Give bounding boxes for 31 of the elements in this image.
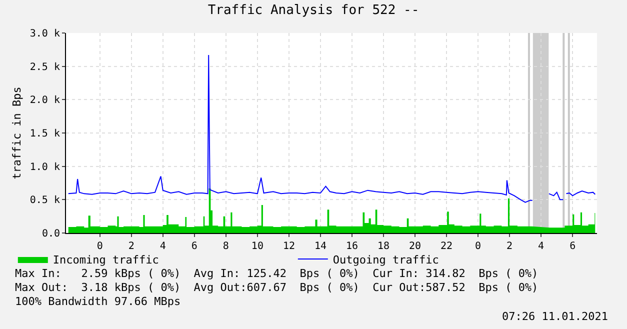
x-tick-label: 10 [251,241,264,252]
text: Max In: 2.59 kBps ( 0%) Avg In: 125.42 Bps ( 0%) Cur In: 314.82 Bps ( 0%) [15,267,538,280]
x-tick-label: 8 [222,241,229,252]
x-tick-label: 2 [128,241,134,252]
x-tick-label: 14 [314,241,326,252]
text: 07:26 11.01.2021 [502,310,608,323]
x-tick-label: 2 [506,241,513,252]
x-tick-label: 4 [160,241,166,252]
y-tick-label: 2.5 k [30,62,60,73]
x-tick-label: 0 [475,241,482,252]
y-tick-label: 0.0 [42,228,60,240]
x-tick-label: 0 [96,241,103,252]
chart-title: Traffic Analysis for 522 -- [208,3,420,18]
y-tick-label: 0.5 k [30,195,60,206]
x-tick-label: 6 [570,241,576,252]
text: 100% Bandwidth 97.66 MBps [15,295,181,308]
legend-label: Incoming traffic [52,253,159,266]
y-tick-label: 3.0 k [30,28,60,40]
y-tick-label: 2.0 k [30,95,60,106]
x-tick-label: 12 [282,241,295,252]
x-tick-label: 18 [377,241,390,252]
x-tick-label: 20 [408,241,422,252]
x-tick-label: 4 [538,241,544,252]
y-axis-title: traffic in Bps [10,86,24,180]
y-tick-label: 1.0 k [30,162,60,173]
x-tick-label: 6 [191,241,198,252]
x-tick-label: 16 [346,241,358,252]
x-tick-label: 22 [440,241,453,252]
y-tick-label: 1.5 k [30,128,60,140]
legend-label: Outgoing traffic [332,253,439,266]
text: Max Out: 3.18 kBps ( 0%) Avg Out:607.67 Bps ( 0%) Cur Out:587.52 Bps ( 0%) [15,281,538,294]
